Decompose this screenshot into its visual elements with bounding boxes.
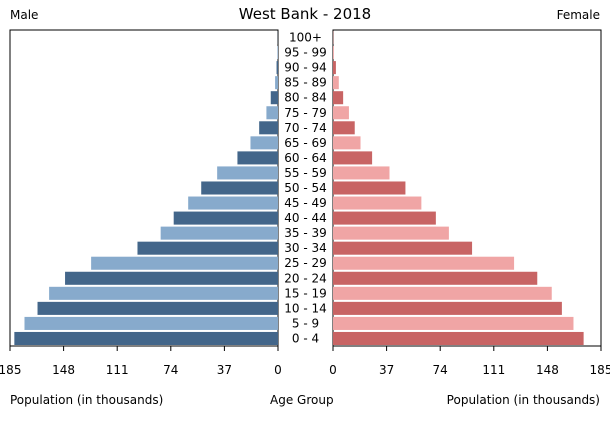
right-x-tick-label: 185	[590, 363, 610, 377]
right-x-tick-label: 111	[482, 363, 505, 377]
left-x-tick-label: 37	[217, 363, 232, 377]
female-bar-90-94	[333, 61, 336, 75]
female-bar-20-24	[333, 271, 538, 285]
male-bar-95-99	[277, 46, 278, 60]
female-bar-35-39	[333, 226, 449, 240]
age-group-label: 95 - 99	[284, 46, 327, 60]
female-bar-65-69	[333, 136, 361, 150]
male-bar-25-29	[91, 256, 278, 270]
age-group-label: 70 - 74	[284, 121, 327, 135]
female-bar-25-29	[333, 256, 515, 270]
male-bar-5-9	[24, 316, 279, 330]
left-x-tick-label: 148	[52, 363, 75, 377]
female-bar-85-89	[333, 76, 339, 90]
right-x-tick-label: 74	[433, 363, 448, 377]
age-group-label: 60 - 64	[284, 151, 327, 165]
female-bar-45-49	[333, 196, 422, 210]
male-bar-80-84	[270, 91, 278, 105]
age-group-label: 80 - 84	[284, 91, 327, 105]
chart-title: West Bank - 2018	[238, 5, 372, 23]
right-x-tick-label: 37	[379, 363, 394, 377]
male-bar-70-74	[259, 121, 278, 135]
age-group-label: 65 - 69	[284, 136, 327, 150]
age-group-label: 35 - 39	[284, 226, 327, 240]
female-bar-80-84	[333, 91, 344, 105]
left-x-tick-label: 185	[0, 363, 21, 377]
left-x-tick-label: 111	[106, 363, 129, 377]
male-bar-40-44	[173, 211, 278, 225]
male-bar-90-94	[276, 61, 278, 75]
female-bar-60-64	[333, 151, 373, 165]
age-group-label: 50 - 54	[284, 181, 327, 195]
x-axis-label-left: Population (in thousands)	[10, 393, 164, 407]
age-group-label: 30 - 34	[284, 241, 327, 255]
male-bar-85-89	[275, 76, 278, 90]
age-group-label: 75 - 79	[284, 106, 327, 120]
right-x-tick-label: 148	[536, 363, 559, 377]
female-bar-70-74	[333, 121, 355, 135]
female-bar-0-4	[333, 331, 584, 345]
female-label: Female	[556, 8, 600, 22]
age-group-label: 45 - 49	[284, 196, 327, 210]
male-bar-35-39	[160, 226, 278, 240]
male-bar-45-49	[188, 196, 278, 210]
age-group-label: 0 - 4	[292, 331, 319, 345]
age-group-label: 100+	[289, 31, 322, 45]
male-bar-50-54	[201, 181, 278, 195]
left-x-tick-label: 0	[274, 363, 282, 377]
female-bar-75-79	[333, 106, 349, 120]
male-bar-10-14	[37, 301, 278, 315]
age-group-label: 25 - 29	[284, 256, 327, 270]
male-bar-60-64	[237, 151, 278, 165]
age-group-label: 20 - 24	[284, 271, 327, 285]
x-axis-label-center: Age Group	[270, 393, 334, 407]
female-bar-95-99	[333, 46, 334, 60]
female-bar-40-44	[333, 211, 436, 225]
age-group-label: 10 - 14	[284, 301, 327, 315]
age-group-label: 40 - 44	[284, 211, 327, 225]
female-bar-50-54	[333, 181, 406, 195]
female-bar-55-59	[333, 166, 390, 180]
female-bar-15-19	[333, 286, 552, 300]
female-bar-5-9	[333, 316, 574, 330]
right-x-tick-label: 0	[329, 363, 337, 377]
x-axis-label-right: Population (in thousands)	[446, 393, 600, 407]
left-x-tick-label: 74	[163, 363, 178, 377]
female-bar-30-34	[333, 241, 473, 255]
age-group-label: 90 - 94	[284, 61, 327, 75]
male-bar-30-34	[137, 241, 278, 255]
female-bar-10-14	[333, 301, 562, 315]
age-group-label: 5 - 9	[292, 316, 319, 330]
male-bar-15-19	[49, 286, 279, 300]
male-bar-20-24	[65, 271, 278, 285]
age-group-label: 85 - 89	[284, 76, 327, 90]
age-group-label: 55 - 59	[284, 166, 327, 180]
male-bar-0-4	[14, 331, 278, 345]
age-group-label: 15 - 19	[284, 286, 327, 300]
male-bar-65-69	[250, 136, 278, 150]
male-bar-55-59	[217, 166, 278, 180]
male-bar-75-79	[266, 106, 278, 120]
male-label: Male	[10, 8, 39, 22]
